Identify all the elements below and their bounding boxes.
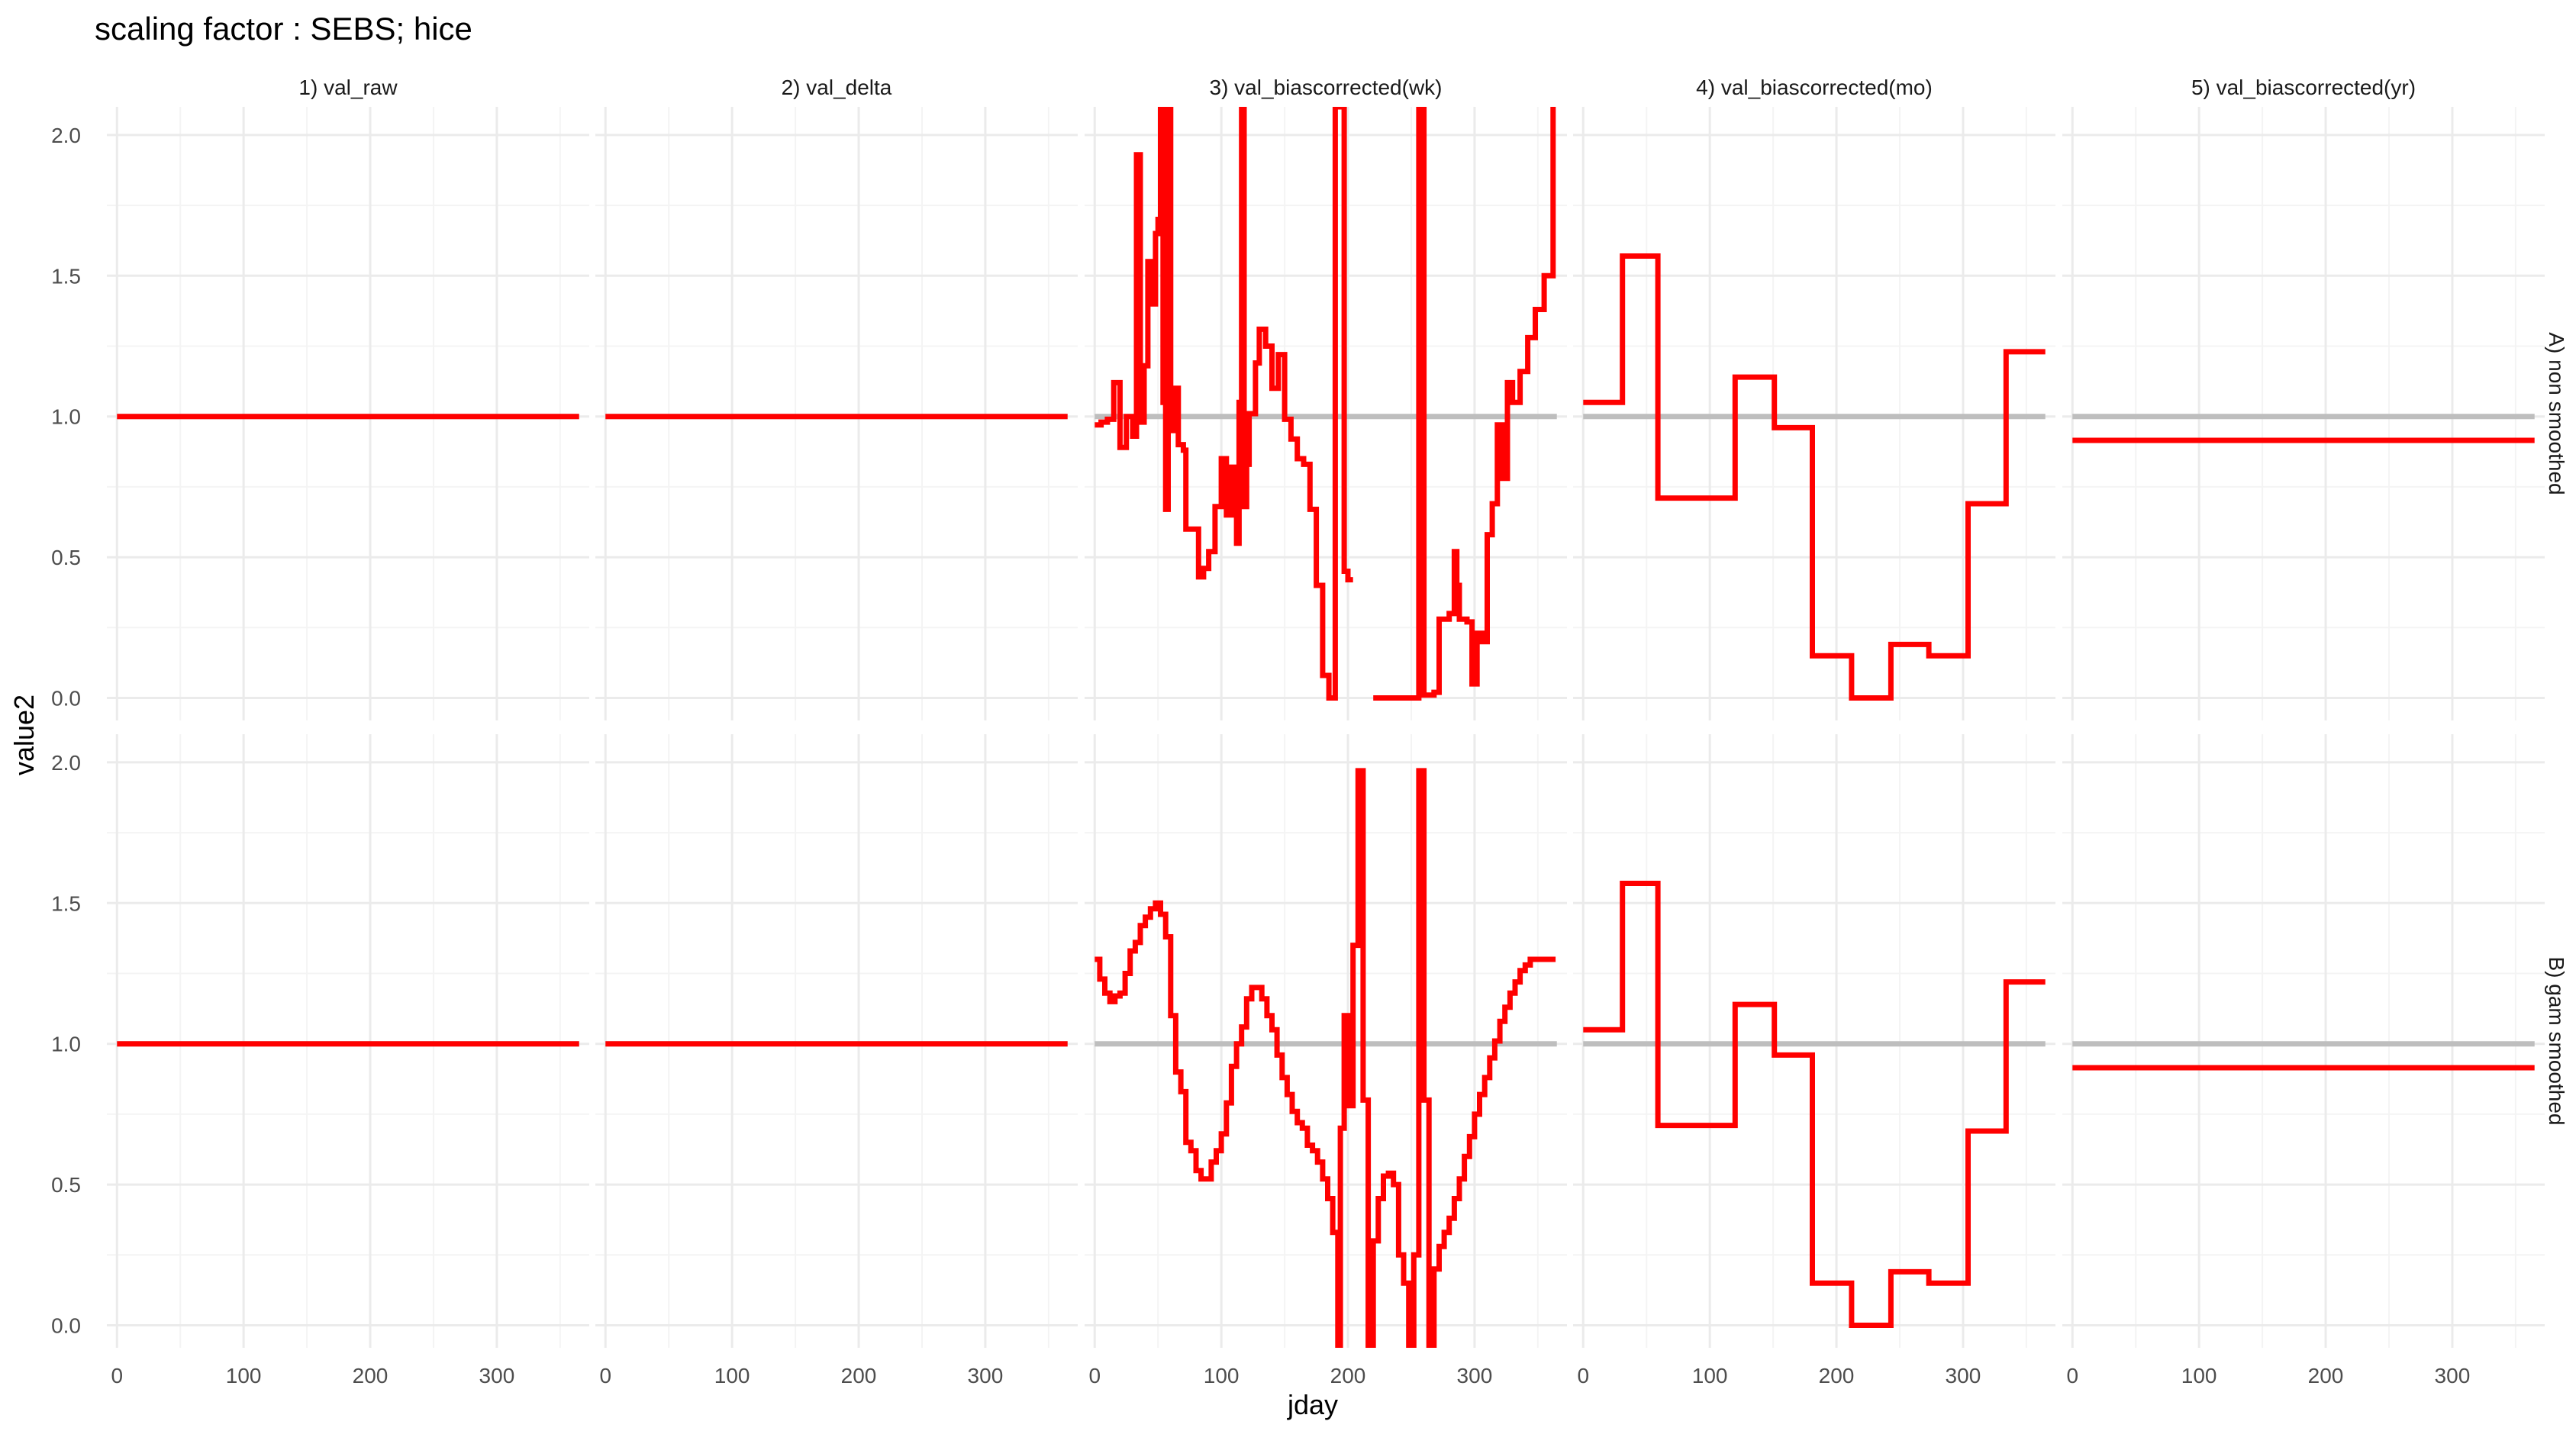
x-tick-label: 0 [1088,1364,1101,1387]
chart-title: scaling factor : SEBS; hice [95,11,472,47]
y-tick-label: 2.0 [51,124,81,147]
y-tick-label: 1.0 [51,1033,81,1056]
x-tick-label: 0 [2066,1364,2078,1387]
x-tick-label: 200 [2308,1364,2344,1387]
y-tick-label: 0.5 [51,546,81,569]
x-tick-label: 0 [111,1364,123,1387]
series-line [1583,253,2046,701]
x-tick-label: 300 [968,1364,1004,1387]
x-tick-label: 300 [2435,1364,2471,1387]
facet-column-label: 1) val_raw [298,76,398,99]
panel-grid: 1) val_raw 2) val_delta 3) val_biascorrect… [51,76,2568,1387]
series-line [1095,768,1556,1348]
x-tick-label: 200 [1330,1364,1366,1387]
panel-r2-c2 [595,734,1078,1348]
x-tick-label: 300 [1946,1364,1981,1387]
facet-row-label: A) non smoothed [2545,332,2568,495]
panel-r2-c4 [1573,734,2055,1348]
y-tick-label: 0.0 [51,1313,81,1337]
panel-r1-c3 [1085,107,1567,720]
x-tick-label: 200 [353,1364,388,1387]
panel-r2-c1 [107,734,589,1348]
facet-row-label: B) gam smoothed [2545,957,2568,1126]
x-tick-label: 100 [714,1364,750,1387]
panel-r2-c5 [2062,734,2545,1348]
x-tick-label: 300 [1457,1364,1493,1387]
facet-column-label: 2) val_delta [782,76,892,99]
y-tick-label: 0.5 [51,1173,81,1197]
y-tick-label: 0.0 [51,686,81,710]
y-tick-label: 2.0 [51,751,81,775]
panel-r2-c3 [1085,734,1567,1348]
x-tick-label: 200 [1819,1364,1855,1387]
x-tick-label: 0 [599,1364,611,1387]
panel-r1-c4 [1573,107,2055,720]
facet-column-label: 5) val_biascorrected(yr) [2191,76,2416,99]
y-tick-label: 1.0 [51,405,81,429]
x-tick-label: 100 [2181,1364,2217,1387]
x-axis-label: jday [1287,1389,1338,1420]
panel-r1-c1 [107,107,589,720]
x-tick-label: 0 [1577,1364,1589,1387]
x-tick-label: 100 [1204,1364,1240,1387]
series-line [1583,881,2046,1328]
facet-column-label: 4) val_biascorrected(mo) [1696,76,1933,99]
facet-column-label: 3) val_biascorrected(wk) [1210,76,1443,99]
y-tick-label: 1.5 [51,264,81,288]
x-tick-label: 200 [841,1364,877,1387]
x-tick-label: 300 [479,1364,515,1387]
panel-r1-c2 [595,107,1078,720]
x-tick-label: 100 [1692,1364,1728,1387]
series-line [1095,107,1556,701]
y-axis-label: value2 [8,695,40,775]
panel-r1-c5 [2062,107,2545,720]
panel-grid-lines [107,107,589,720]
x-tick-label: 100 [226,1364,262,1387]
y-tick-label: 1.5 [51,891,81,915]
